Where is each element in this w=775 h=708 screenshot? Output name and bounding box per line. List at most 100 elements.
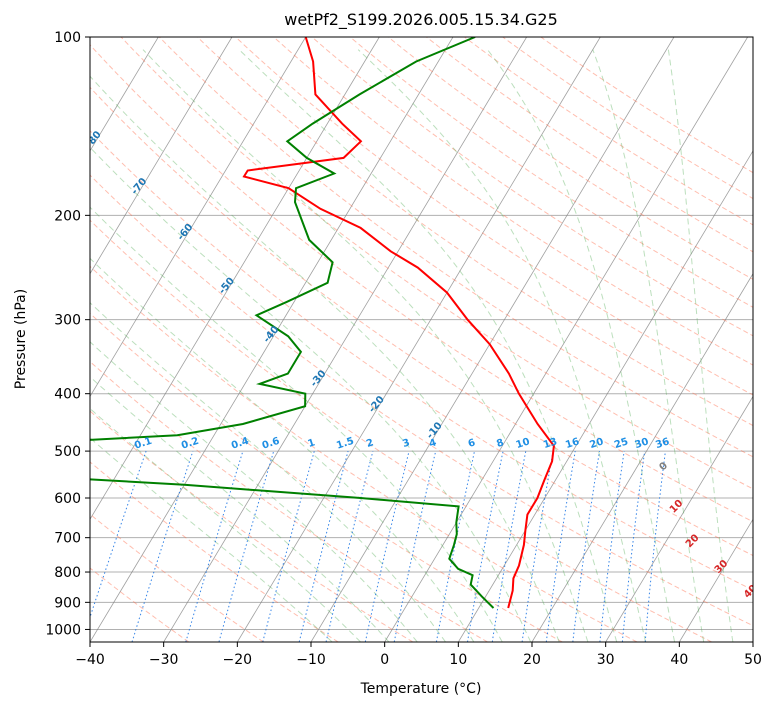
mixing-ratio-label: 36 <box>654 436 671 451</box>
mixing-ratio-line <box>545 451 576 642</box>
mixing-ratio-label: 6 <box>467 437 477 450</box>
x-tick-label: 50 <box>744 652 762 668</box>
mixing-ratio-line <box>131 450 194 642</box>
y-tick-label: 1000 <box>45 622 81 638</box>
moist-adiabat <box>667 49 734 642</box>
isotherm--30 <box>163 37 528 642</box>
moist-adiabat-label: 0 <box>657 460 670 473</box>
moist-adiabat <box>90 302 447 642</box>
mixing-ratio-label: 0.6 <box>261 436 281 452</box>
moist-adiabat <box>90 341 418 642</box>
y-tick-label: 600 <box>54 491 81 507</box>
x-tick-label: 30 <box>597 652 615 668</box>
mixing-ratio-label: 1.5 <box>335 436 355 452</box>
mixing-ratio-label: 4 <box>428 437 438 450</box>
mixing-ratio-label: 16 <box>564 436 581 451</box>
y-tick-label: 700 <box>54 531 81 547</box>
isotherm-20 <box>531 272 753 642</box>
plot-frame <box>89 36 754 643</box>
moist-adiabat <box>90 437 333 642</box>
dry-adiabat <box>90 360 488 642</box>
dry-adiabat <box>90 410 414 642</box>
isotherm-40 <box>678 518 753 642</box>
mixing-ratio-label: 0.2 <box>180 436 200 452</box>
isotherm--50 <box>90 37 380 520</box>
y-axis: 100 200 300 400 500 600 700 800 900 1000 <box>45 30 90 638</box>
moist-adiabat <box>90 257 475 642</box>
mixing-ratio-line <box>218 450 275 642</box>
moist-adiabat <box>90 206 503 642</box>
mixing-ratio-line <box>621 451 646 642</box>
mixing-ratio-line <box>467 450 504 642</box>
isotherm-30 <box>605 395 753 642</box>
moist-adiabat-label: 40 <box>742 583 760 601</box>
dry-adiabat <box>235 37 753 396</box>
x-tick-label: −40 <box>75 652 105 668</box>
dewpoint-profile <box>90 37 495 609</box>
y-tick-label: 900 <box>54 595 81 611</box>
dry-adiabat <box>426 37 753 253</box>
mixing-ratio-label: 2 <box>365 437 375 450</box>
moist-adiabat <box>357 49 647 642</box>
isotherm-0 <box>384 37 749 642</box>
x-tick-label: 0 <box>380 652 389 668</box>
mixing-ratio-line <box>262 450 315 642</box>
x-tick-label: −20 <box>223 652 253 668</box>
y-tick-label: 500 <box>54 444 81 460</box>
dry-adiabat <box>90 219 712 642</box>
isotherm--40 <box>90 37 454 642</box>
moist-adiabat <box>142 49 589 642</box>
dry-adiabat <box>158 37 753 458</box>
isotherm-50 <box>752 641 753 642</box>
dry-adiabat <box>273 37 753 366</box>
mixing-ratio-label: 8 <box>495 437 505 450</box>
y-tick-label: 300 <box>54 313 81 329</box>
dry-adiabat <box>90 461 339 642</box>
isotherm--100 <box>0 37 11 642</box>
y-tick-label: 400 <box>54 387 81 403</box>
temperature-profile <box>242 37 555 609</box>
x-axis-label: Temperature (°C) <box>360 681 482 697</box>
mixing-ratio-line <box>364 450 410 642</box>
mixing-ratio-label: 3 <box>401 437 411 450</box>
mixing-ratio-label: 1 <box>307 437 317 450</box>
dry-adiabat-label: -90 <box>38 82 58 103</box>
mixing-ratio-line <box>393 450 437 642</box>
mixing-ratio-line <box>572 451 600 642</box>
mixing-ratio-label: 30 <box>634 436 651 451</box>
line-labels: 0.1 0.2 0.4 0.6 1 1.5 2 3 4 6 8 10 13 16 20 25 30 36 -100 -… <box>0 42 760 601</box>
dry-adiabat-label: -100 <box>0 42 9 68</box>
plot-series <box>90 37 555 609</box>
mixing-ratio-line <box>298 450 349 642</box>
isotherm--70 <box>90 37 233 275</box>
isotherm--60 <box>90 37 307 398</box>
dry-adiabat <box>387 37 753 280</box>
isotherm--20 <box>236 37 601 642</box>
isotherm--10 <box>310 37 675 642</box>
dry-adiabat <box>90 312 563 642</box>
moist-adiabat <box>592 49 705 642</box>
plot-grid <box>0 37 753 642</box>
moist-adiabat <box>90 407 361 642</box>
dry-adiabat <box>90 265 638 642</box>
dry-adiabat <box>90 130 753 591</box>
y-tick-label: 100 <box>54 30 81 46</box>
moist-adiabat <box>90 75 560 642</box>
mixing-ratio-label: 10 <box>515 436 532 451</box>
isotherm--80 <box>90 37 159 152</box>
y-axis-label: Pressure (hPa) <box>13 289 29 389</box>
moist-adiabat <box>238 49 618 642</box>
x-tick-label: 10 <box>449 652 467 668</box>
x-tick-label: 40 <box>670 652 688 668</box>
mixing-ratio-line <box>325 450 374 642</box>
isotherm-10 <box>457 150 753 642</box>
dry-adiabat <box>90 513 264 642</box>
mixing-ratio-line <box>521 451 554 642</box>
y-tick-label: 200 <box>54 208 81 224</box>
x-tick-label: −30 <box>149 652 179 668</box>
mixing-ratio-line <box>599 451 625 642</box>
dry-adiabat <box>311 37 753 337</box>
mixing-ratio-label: 25 <box>613 436 630 451</box>
x-axis: −40 −30 −20 −10 0 10 20 30 40 50 <box>75 642 762 668</box>
